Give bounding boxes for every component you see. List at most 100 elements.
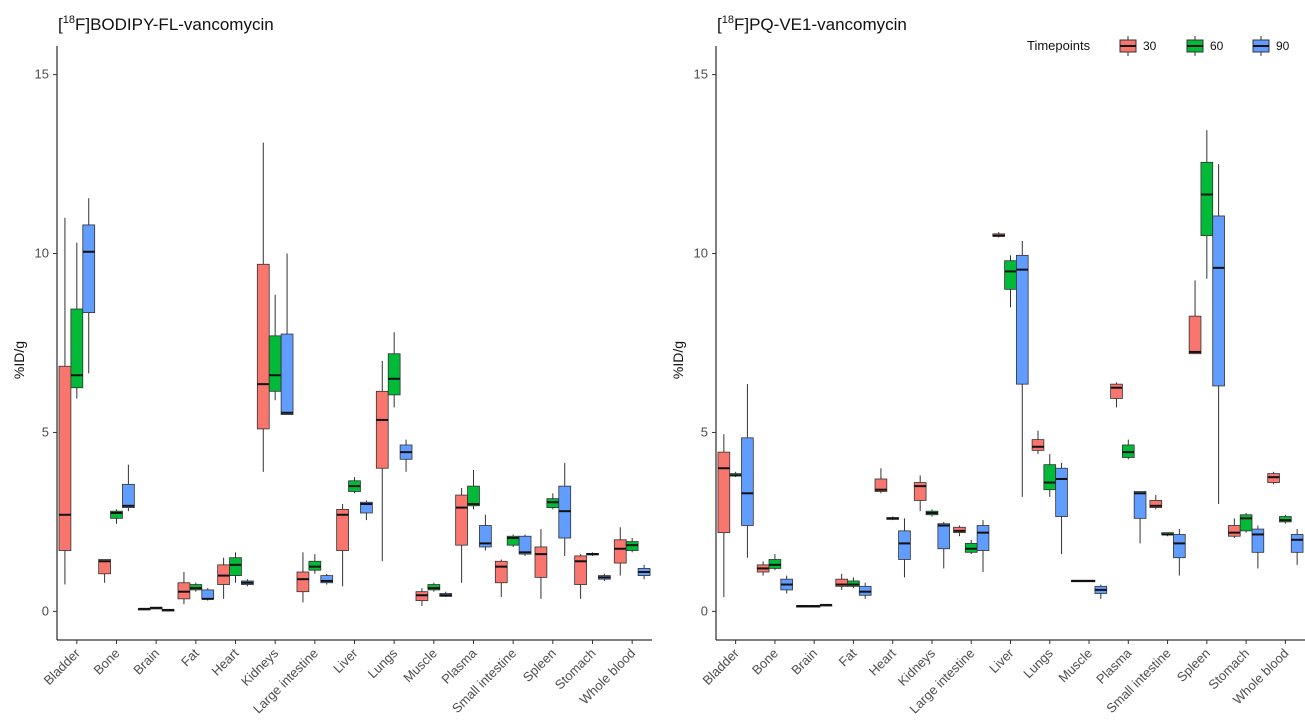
box-bodipy-90-11 — [518, 534, 532, 556]
x-tick-label: Fat — [178, 645, 202, 669]
box-bodipy-30-6 — [296, 552, 310, 603]
box-pq-ve1-90-9 — [1094, 584, 1108, 599]
panel-title-bodipy: [18F]BODIPY-FL-vancomycin — [58, 14, 274, 34]
legend-key-90 — [1252, 36, 1270, 56]
x-tick-label: Bone — [91, 646, 123, 678]
box-bodipy-60-12 — [546, 493, 560, 510]
legend-label-90: 90 — [1276, 39, 1290, 53]
box-bodipy-30-3 — [177, 572, 191, 605]
box-body — [1133, 491, 1147, 519]
box-bodipy-60-4 — [229, 552, 242, 583]
x-tick-label: Muscle — [1055, 646, 1095, 686]
box-pq-ve1-30-10 — [1110, 382, 1123, 408]
y-tick-label: 10 — [694, 246, 708, 261]
box-bodipy-60-1 — [110, 509, 123, 524]
box-body — [122, 483, 135, 509]
box-body — [613, 539, 627, 564]
box-pq-ve1-60-6 — [964, 539, 978, 555]
x-tick-label: Lungs — [365, 645, 401, 681]
box-body — [256, 263, 270, 430]
box-pq-ve1-90-13 — [1251, 525, 1265, 569]
box-pq-ve1-30-1 — [756, 561, 770, 576]
box-pq-ve1-30-8 — [1031, 430, 1045, 454]
box-body — [1043, 464, 1057, 491]
box-pq-ve1-60-2 — [807, 605, 821, 608]
box-body — [913, 482, 927, 501]
y-tick-label: 15 — [694, 67, 708, 82]
box-bodipy-60-10 — [467, 470, 480, 510]
box-bodipy-60-11 — [506, 534, 520, 547]
box-pq-ve1-90-0 — [741, 384, 754, 558]
box-bodipy-90-1 — [122, 464, 135, 512]
box-pq-ve1-60-10 — [1122, 439, 1135, 460]
box-body — [467, 485, 480, 507]
box-pq-ve1-60-8 — [1043, 453, 1057, 497]
box-pq-ve1-60-4 — [886, 516, 899, 521]
box-body — [1251, 528, 1265, 553]
box-pq-ve1-30-4 — [874, 468, 888, 494]
box-bodipy-30-12 — [534, 529, 548, 599]
box-body — [455, 494, 468, 546]
box-body — [1004, 260, 1017, 290]
x-tick-label: Heart — [866, 645, 899, 678]
box-bodipy-90-10 — [479, 514, 492, 551]
box-body — [741, 437, 754, 526]
box-pq-ve1-90-12 — [1212, 164, 1225, 505]
box-pq-ve1-60-0 — [729, 471, 742, 478]
y-tick-label: 0 — [42, 603, 49, 618]
box-body — [574, 555, 587, 585]
box-pq-ve1-60-14 — [1279, 514, 1292, 524]
x-tick-label: Lungs — [1020, 645, 1056, 681]
box-bodipy-90-9 — [439, 591, 453, 598]
box-bodipy-30-13 — [574, 554, 587, 599]
legend-label-30: 30 — [1143, 39, 1157, 53]
box-bodipy-30-0 — [58, 217, 72, 585]
box-body — [280, 333, 294, 415]
y-tick-label: 5 — [42, 424, 49, 439]
y-tick-label: 0 — [701, 603, 708, 618]
legend-label-60: 60 — [1210, 39, 1224, 53]
panel-title-pq-ve1: [18F]PQ-VE1-vancomycin — [717, 14, 907, 34]
box-body — [1173, 534, 1186, 559]
box-pq-ve1-30-6 — [953, 525, 966, 537]
panel-pq-ve1: [18F]PQ-VE1-vancomycin %ID/g 0 5 10 15 Bladd… — [670, 14, 1305, 716]
x-tick-label: Bladder — [699, 645, 742, 688]
box-pq-ve1-90-1 — [780, 575, 793, 594]
box-pq-ve1-90-6 — [976, 520, 990, 573]
box-bodipy-30-7 — [336, 504, 349, 587]
x-tick-label: Fat — [836, 645, 860, 669]
x-tick-label: Bone — [749, 646, 781, 678]
box-bodipy-60-2 — [149, 606, 163, 610]
y-tick-label: 10 — [35, 246, 49, 261]
y-axis-label-bodipy: %ID/g — [11, 341, 27, 379]
box-pq-ve1-30-9 — [1070, 579, 1084, 583]
box-bodipy-60-7 — [348, 477, 361, 494]
box-bodipy-90-3 — [201, 588, 215, 601]
y-tick-label: 5 — [701, 424, 708, 439]
box-pq-ve1-60-12 — [1200, 130, 1214, 279]
box-bodipy-30-8 — [375, 360, 389, 562]
x-tick-label: Brain — [130, 646, 162, 678]
box-bodipy-90-4 — [241, 579, 254, 587]
legend-key-60 — [1186, 36, 1204, 56]
box-bodipy-60-13 — [586, 552, 599, 556]
box-body — [534, 546, 548, 578]
box-pq-ve1-30-7 — [992, 232, 1006, 238]
x-tick-label: Liver — [986, 645, 1017, 676]
box-bodipy-30-10 — [455, 487, 468, 583]
box-bodipy-60-3 — [189, 582, 203, 592]
box-bodipy-90-0 — [82, 198, 96, 374]
y-axis-label-pq-ve1: %ID/g — [670, 341, 686, 379]
box-body — [1290, 534, 1304, 553]
box-bodipy-60-9 — [427, 582, 441, 592]
box-pq-ve1-30-11 — [1149, 495, 1163, 510]
y-tick-label: 15 — [35, 67, 49, 82]
box-body — [479, 525, 492, 548]
legend: Timepoints 30 60 90 — [1027, 36, 1290, 56]
box-bodipy-30-14 — [613, 527, 627, 576]
box-body — [375, 390, 389, 469]
box-pq-ve1-60-13 — [1239, 512, 1253, 533]
box-bodipy-90-6 — [320, 573, 334, 585]
box-pq-ve1-30-3 — [835, 573, 848, 590]
